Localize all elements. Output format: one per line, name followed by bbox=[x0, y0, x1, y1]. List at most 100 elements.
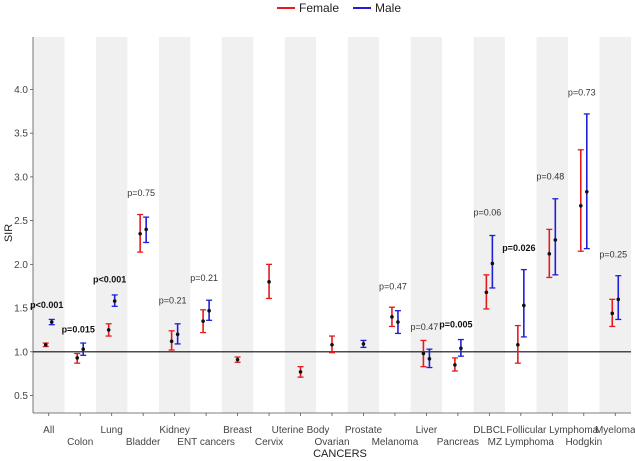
y-axis: 0.5 1.0 1.5 2.0 2.5 3.0 3.5 4.0 bbox=[14, 37, 34, 413]
y-tick-label-6: 3.5 bbox=[14, 129, 28, 140]
p-value-1: p=0.015 bbox=[62, 325, 95, 335]
point-female-9 bbox=[330, 342, 334, 347]
point-male-16 bbox=[553, 238, 558, 242]
band-10 bbox=[347, 37, 380, 413]
point-female-11 bbox=[390, 315, 394, 319]
p-value-annotations: p<0.001 p=0.015 p<0.001 p=0.75 p=0.21 p=0.21 p… bbox=[30, 88, 627, 335]
band-11 bbox=[379, 37, 411, 413]
band-6 bbox=[221, 37, 254, 413]
p-value-11: p=0.47 bbox=[379, 282, 407, 292]
band-9 bbox=[316, 37, 348, 413]
p-value-17: p=0.73 bbox=[568, 88, 596, 98]
x-tick-label-6: Breast bbox=[223, 425, 252, 436]
y-axis-title: SIR bbox=[3, 224, 15, 242]
band-5 bbox=[190, 37, 222, 413]
x-tick-label-3: Bladder bbox=[126, 437, 161, 448]
point-female-8 bbox=[298, 370, 303, 374]
y-tick-label-7: 4.0 bbox=[14, 85, 28, 96]
point-male-0 bbox=[49, 320, 54, 324]
point-female-3 bbox=[138, 231, 142, 236]
point-female-18 bbox=[610, 311, 615, 316]
x-tick-label-14: DLBCL bbox=[473, 425, 506, 436]
x-tick-label-9: Ovarian bbox=[314, 437, 349, 448]
point-female-0 bbox=[43, 342, 48, 347]
legend: Female Male bbox=[277, 1, 401, 15]
point-male-18 bbox=[616, 297, 621, 302]
p-value-14: p=0.06 bbox=[473, 207, 501, 217]
data-marks bbox=[42, 113, 622, 378]
band-14 bbox=[473, 37, 506, 413]
band-3 bbox=[127, 37, 159, 413]
x-tick-label-12: Liver bbox=[416, 425, 438, 436]
point-male-11 bbox=[396, 320, 400, 324]
p-value-3: p=0.75 bbox=[127, 188, 155, 198]
band-15 bbox=[505, 37, 537, 413]
p-value-2: p<0.001 bbox=[93, 275, 126, 285]
band-8 bbox=[284, 37, 317, 413]
legend-label-male: Male bbox=[375, 1, 401, 15]
band-13 bbox=[442, 37, 474, 413]
point-male-12 bbox=[427, 356, 432, 361]
p-value-18: p=0.25 bbox=[599, 249, 627, 259]
legend-label-female: Female bbox=[299, 1, 339, 15]
point-female-7 bbox=[267, 280, 271, 284]
y-tick-label-4: 2.5 bbox=[14, 216, 28, 227]
x-tick-label-16: Follicular Lymphoma bbox=[506, 425, 598, 436]
x-axis-title: CANCERS bbox=[313, 448, 367, 460]
series-female bbox=[42, 149, 616, 378]
band-12 bbox=[410, 37, 443, 413]
y-tick-label-0: 0.5 bbox=[14, 391, 28, 402]
point-male-5 bbox=[207, 308, 211, 313]
series-male bbox=[48, 113, 622, 369]
y-tick-label-5: 3.0 bbox=[14, 172, 28, 183]
y-tick-label-2: 1.5 bbox=[14, 304, 28, 315]
x-tick-label-10: Prostate bbox=[345, 425, 383, 436]
point-female-6 bbox=[235, 357, 240, 362]
band-17 bbox=[568, 37, 600, 413]
p-value-13: p=0.005 bbox=[439, 319, 472, 329]
band-7 bbox=[253, 37, 285, 413]
point-male-4 bbox=[175, 332, 180, 337]
point-female-14 bbox=[484, 290, 489, 295]
point-male-2 bbox=[112, 299, 117, 303]
point-male-3 bbox=[144, 227, 148, 232]
y-tick-label-1: 1.0 bbox=[14, 347, 28, 358]
point-male-13 bbox=[459, 346, 463, 351]
band-4 bbox=[158, 37, 191, 413]
point-male-17 bbox=[584, 189, 589, 194]
point-male-10 bbox=[361, 342, 366, 346]
band-16 bbox=[536, 37, 569, 413]
x-tick-label-1: Colon bbox=[67, 437, 93, 448]
x-tick-label-8: Uterine Body bbox=[272, 425, 330, 436]
x-tick-label-4: Kidney bbox=[159, 425, 190, 436]
point-male-14 bbox=[490, 261, 495, 266]
p-value-5: p=0.21 bbox=[190, 273, 218, 283]
band-2 bbox=[95, 37, 128, 413]
point-female-4 bbox=[169, 339, 174, 344]
x-tick-label-17: Hodgkin bbox=[565, 437, 602, 448]
point-female-2 bbox=[106, 328, 111, 332]
point-female-13 bbox=[453, 363, 457, 367]
p-value-15: p=0.026 bbox=[502, 243, 535, 253]
x-tick-label-7: Cervix bbox=[255, 437, 283, 448]
band-1 bbox=[64, 37, 96, 413]
p-value-12: p=0.47 bbox=[411, 322, 439, 332]
point-female-15 bbox=[516, 342, 520, 347]
p-value-4: p=0.21 bbox=[159, 296, 187, 306]
point-female-16 bbox=[547, 252, 552, 256]
x-tick-label-0: All bbox=[43, 425, 54, 436]
band-18 bbox=[599, 37, 631, 413]
x-tick-label-2: Lung bbox=[101, 425, 123, 436]
x-tick-label-5: ENT cancers bbox=[177, 437, 235, 448]
x-tick-label-18: Myeloma bbox=[595, 425, 635, 436]
x-tick-label-11: Melanoma bbox=[372, 437, 419, 448]
band-0 bbox=[33, 37, 65, 413]
p-value-16: p=0.48 bbox=[536, 172, 564, 182]
x-tick-label-15: MZ Lymphoma bbox=[488, 437, 555, 448]
y-tick-label-3: 2.0 bbox=[14, 260, 28, 271]
point-female-1 bbox=[75, 356, 80, 360]
background-bands bbox=[33, 37, 631, 413]
point-female-17 bbox=[578, 203, 583, 208]
